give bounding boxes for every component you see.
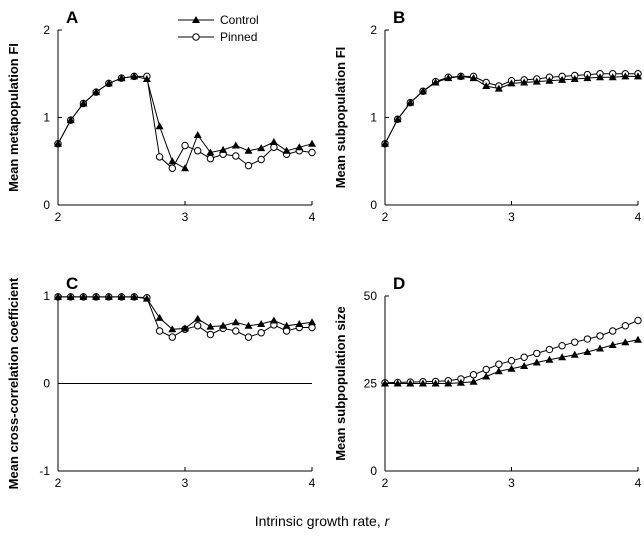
x-tick-label: 4 [635,210,642,224]
pinned-data-point [258,330,264,336]
pinned-data-point [483,366,489,372]
y-axis-label: Mean cross-correlation coefficient [6,277,21,489]
pinned-data-point [283,328,289,334]
pinned-data-point [610,328,616,334]
x-tick-label: 2 [382,210,389,224]
pinned-data-point [258,156,264,162]
y-tick-label: 0 [370,464,377,478]
pinned-data-point [508,358,514,364]
control-data-point [232,142,240,149]
pinned-data-point [169,334,175,340]
pinned-data-point [584,336,590,342]
pinned-data-point [521,354,527,360]
pinned-data-point [597,333,603,339]
pinned-data-point [496,361,502,367]
control-series-line [385,76,638,143]
y-tick-label: 0 [370,198,377,212]
control-data-point [482,373,490,380]
y-tick-label: 25 [364,377,378,391]
control-data-point [257,144,265,151]
control-data-point [194,131,202,138]
pinned-data-point [546,346,552,352]
pinned-data-point [559,343,565,349]
pinned-data-point [309,149,315,155]
control-data-point [156,122,164,129]
x-tick-label: 2 [55,476,62,490]
panel-d: 2 3 4 0 25 50 Mean subpopulation size D [333,274,642,490]
x-tick-label: 4 [309,476,316,490]
panel-b: 2 3 4 0 1 2 Mean subpopulation FI B [333,8,642,224]
x-tick-label: 4 [635,476,642,490]
x-tick-label: 2 [55,210,62,224]
pinned-data-point [245,334,251,340]
pinned-data-point [156,328,162,334]
pinned-data-point [309,324,315,330]
pinned-data-point [622,323,628,329]
pinned-data-point [245,162,251,168]
pinned-series-line [385,321,638,383]
control-data-point [470,378,478,385]
control-data-point [634,336,642,343]
control-data-point [194,315,202,322]
y-axis-label: Mean metapopulation FI [6,43,21,192]
control-data-point [181,164,189,171]
pinned-data-point [271,144,277,150]
y-tick-label: -1 [39,464,50,478]
legend-pinned-label: Pinned [220,30,257,44]
pinned-data-point [233,328,239,334]
control-data-point [308,140,316,147]
pinned-data-point [572,339,578,345]
y-tick-label: 2 [43,23,50,37]
x-tick-label: 3 [508,210,515,224]
control-data-point [168,157,176,164]
y-axis-label: Mean subpopulation size [333,306,348,461]
pinned-data-point [207,331,213,337]
pinned-data-point [169,165,175,171]
x-tick-label: 3 [508,476,515,490]
pinned-data-point [534,350,540,356]
panel-label: C [66,274,78,293]
control-data-point [270,138,278,145]
pinned-data-point [207,155,213,161]
x-tick-label: 3 [182,210,189,224]
panel-c: 2 3 4 -1 0 1 Mean cross-correlation coefficien… [6,274,316,490]
legend-pinned-marker [193,34,199,40]
pinned-data-point [156,154,162,160]
y-tick-label: 1 [43,111,50,125]
control-data-point [308,318,316,325]
y-axis-label: Mean subpopulation FI [333,47,348,189]
pinned-data-point [195,323,201,329]
y-tick-label: 0 [43,377,50,391]
panel-label: D [393,274,405,293]
pinned-data-point [182,142,188,148]
panel-label: A [66,8,78,27]
pinned-data-point [195,148,201,154]
pinned-data-point [233,153,239,159]
panel-label: B [393,8,405,27]
panel-a: 2 3 4 0 1 2 Mean metapopulation FI A Control Pinn… [6,8,316,224]
x-tick-label: 2 [382,476,389,490]
y-tick-label: 1 [370,111,377,125]
pinned-data-point [635,317,641,323]
control-data-point [156,314,164,321]
y-tick-label: 0 [43,198,50,212]
x-tick-label: 4 [309,210,316,224]
control-data-point [270,317,278,324]
y-tick-label: 2 [370,23,377,37]
x-tick-label: 3 [182,476,189,490]
pinned-data-point [470,372,476,378]
y-tick-label: 50 [364,289,378,303]
legend-control-label: Control [220,13,259,27]
control-data-point [232,318,240,325]
shared-x-axis-label: Intrinsic growth rate, r [255,513,391,529]
y-tick-label: 1 [43,289,50,303]
